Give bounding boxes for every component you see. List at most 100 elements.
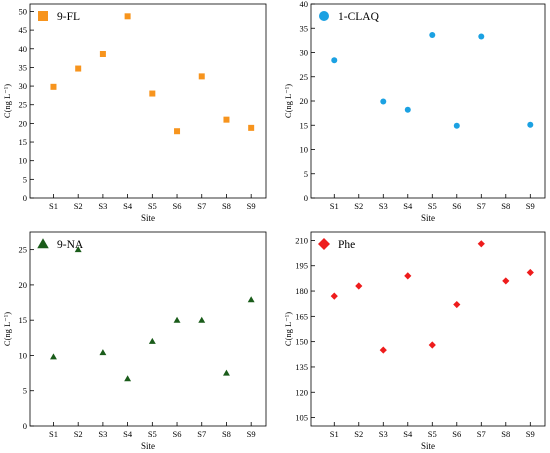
y-tick-label: 10 bbox=[300, 145, 309, 155]
x-tick-label: S1 bbox=[49, 201, 58, 211]
y-tick-label: 135 bbox=[295, 362, 308, 372]
x-tick-label: S3 bbox=[379, 201, 388, 211]
y-tick-label: 15 bbox=[300, 120, 309, 130]
data-point bbox=[247, 296, 255, 303]
x-tick-label: S7 bbox=[197, 429, 206, 439]
x-axis-title: Site bbox=[141, 441, 155, 451]
y-tick-label: 10 bbox=[19, 156, 28, 166]
x-tick-label: S8 bbox=[501, 201, 510, 211]
data-point bbox=[477, 240, 485, 248]
data-point bbox=[198, 316, 206, 323]
x-tick-label: S4 bbox=[123, 429, 133, 439]
chart-panel-1: 0 5 10 15 20 25 30 35 40 45 50 S1 S2 S3 S4 S5 S6 S7 S8 S9 Si… bbox=[2, 3, 267, 223]
plot-frame bbox=[310, 231, 546, 427]
y-tick-label: 15 bbox=[19, 137, 28, 147]
x-tick-label: S1 bbox=[330, 201, 339, 211]
x-tick-label: S5 bbox=[148, 429, 157, 439]
x-tick-label: S7 bbox=[477, 201, 486, 211]
data-point bbox=[404, 106, 411, 113]
x-tick-label: S4 bbox=[403, 201, 413, 211]
x-tick-label: S6 bbox=[173, 429, 182, 439]
legend-label: Phe bbox=[338, 239, 355, 251]
x-tick-label: S5 bbox=[148, 201, 157, 211]
data-point bbox=[124, 13, 131, 20]
data-point bbox=[331, 57, 338, 64]
y-tick-label: 105 bbox=[295, 413, 308, 423]
y-tick-label: 20 bbox=[19, 118, 28, 128]
y-tick-label: 45 bbox=[19, 25, 28, 35]
data-point bbox=[174, 128, 181, 135]
legend-marker bbox=[318, 238, 330, 250]
y-tick-label: 50 bbox=[19, 6, 28, 16]
data-point bbox=[330, 292, 338, 300]
y-tick-label: 15 bbox=[19, 315, 28, 325]
legend-marker bbox=[319, 11, 329, 21]
y-tick-label: 35 bbox=[300, 23, 309, 33]
data-point bbox=[223, 369, 230, 376]
x-tick-label: S2 bbox=[354, 201, 363, 211]
y-tick-label: 25 bbox=[19, 100, 28, 110]
x-tick-label: S8 bbox=[222, 429, 231, 439]
x-tick-label: S4 bbox=[123, 201, 133, 211]
y-tick-label: 20 bbox=[19, 280, 28, 290]
y-tick-label: 20 bbox=[300, 96, 309, 106]
chart-panel-4: 105 120 135 150 165 180 195 210 S1 S2 S3 S4 S5 S6 S7 S8… bbox=[283, 231, 546, 451]
x-tick-label: S2 bbox=[354, 429, 363, 439]
x-axis-title: Site bbox=[141, 213, 155, 223]
y-tick-label: 25 bbox=[300, 72, 309, 82]
x-tick-label: S5 bbox=[428, 201, 437, 211]
y-axis-title: C(ng L⁻¹) bbox=[283, 84, 293, 118]
legend-label: 1-CLAQ bbox=[338, 11, 380, 23]
legend-marker bbox=[37, 238, 49, 249]
y-tick-label: 5 bbox=[304, 169, 308, 179]
x-tick-label: S4 bbox=[403, 429, 413, 439]
x-axis-title: Site bbox=[421, 441, 435, 451]
y-tick-label: 5 bbox=[23, 386, 27, 396]
y-tick-label: 0 bbox=[304, 193, 308, 203]
x-tick-label: S7 bbox=[477, 429, 486, 439]
data-point bbox=[478, 33, 485, 40]
data-point bbox=[502, 277, 510, 285]
plot-frame bbox=[310, 3, 546, 199]
x-tick-label: S9 bbox=[526, 429, 535, 439]
plot-frame bbox=[29, 231, 267, 427]
y-tick-label: 35 bbox=[19, 62, 28, 72]
x-tick-label: S6 bbox=[452, 429, 461, 439]
data-point bbox=[453, 122, 460, 129]
x-tick-label: S9 bbox=[526, 201, 535, 211]
x-tick-label: S2 bbox=[74, 201, 83, 211]
data-point bbox=[198, 73, 205, 80]
x-tick-label: S5 bbox=[428, 429, 437, 439]
y-tick-label: 10 bbox=[19, 350, 28, 360]
data-point bbox=[223, 116, 230, 123]
data-point bbox=[379, 346, 387, 354]
y-axis-title: C(ng L⁻¹) bbox=[2, 84, 12, 118]
y-tick-label: 40 bbox=[300, 0, 309, 9]
data-point bbox=[248, 124, 255, 131]
x-tick-label: S1 bbox=[330, 429, 339, 439]
y-tick-label: 165 bbox=[295, 311, 308, 321]
y-tick-label: 180 bbox=[295, 286, 308, 296]
y-tick-label: 5 bbox=[23, 174, 27, 184]
y-tick-label: 30 bbox=[19, 81, 28, 91]
data-point bbox=[148, 337, 156, 344]
y-tick-label: 0 bbox=[23, 421, 27, 431]
plot-frame bbox=[29, 3, 267, 199]
data-point bbox=[50, 83, 57, 90]
y-axis-title: C(ng L⁻¹) bbox=[283, 312, 293, 346]
x-tick-label: S3 bbox=[98, 201, 107, 211]
data-point bbox=[75, 65, 82, 72]
y-tick-label: 40 bbox=[19, 44, 28, 54]
y-tick-label: 120 bbox=[295, 387, 308, 397]
data-point bbox=[380, 98, 387, 105]
y-tick-label: 25 bbox=[19, 245, 28, 255]
x-tick-label: S1 bbox=[49, 429, 58, 439]
data-point bbox=[149, 90, 156, 97]
data-point bbox=[124, 375, 132, 382]
legend-label: 9-NA bbox=[57, 239, 84, 251]
x-tick-label: S6 bbox=[452, 201, 461, 211]
x-tick-label: S9 bbox=[247, 201, 256, 211]
x-tick-label: S8 bbox=[501, 429, 510, 439]
y-tick-label: 210 bbox=[295, 235, 308, 245]
x-tick-label: S6 bbox=[173, 201, 182, 211]
